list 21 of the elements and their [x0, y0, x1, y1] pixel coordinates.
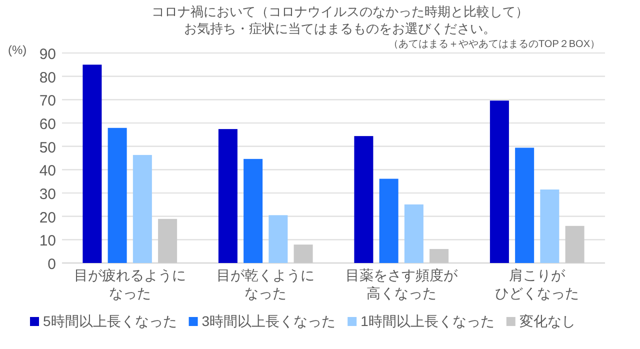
ylabel: (%)	[8, 43, 27, 57]
ytick: 60	[39, 116, 56, 133]
ytick: 90	[39, 46, 56, 63]
annotation: （あてはまる＋ややあてはまるのTOP２BOX）	[388, 39, 600, 50]
title: コロナ禍において（コロナウイルスのなかった時期と比較して）お気持ち・症状に当てはまるものをお選びください。	[150, 4, 530, 38]
xtick: 目薬をさす頻度が高くなった	[345, 266, 458, 302]
xtick: 目が疲れるようになった	[74, 266, 186, 302]
ytick: 80	[39, 69, 56, 86]
ytick: 50	[39, 139, 56, 156]
ytick: 10	[39, 232, 56, 250]
ytick: 20	[39, 209, 56, 226]
ytick: 30	[39, 186, 56, 203]
ytick: 40	[39, 162, 56, 180]
legend-label: 3時間以上長くなった	[202, 313, 336, 329]
xtick: 目が乾くようになった	[216, 266, 315, 302]
xtick: 肩こりがひどくなった	[495, 266, 580, 302]
ytick: 70	[39, 92, 56, 110]
legend-label: 変化なし	[519, 313, 576, 329]
ytick: 0	[48, 256, 56, 273]
legend-label: 5時間以上長くなった	[43, 313, 177, 329]
legend-label: 1時間以上長くなった	[360, 313, 494, 329]
